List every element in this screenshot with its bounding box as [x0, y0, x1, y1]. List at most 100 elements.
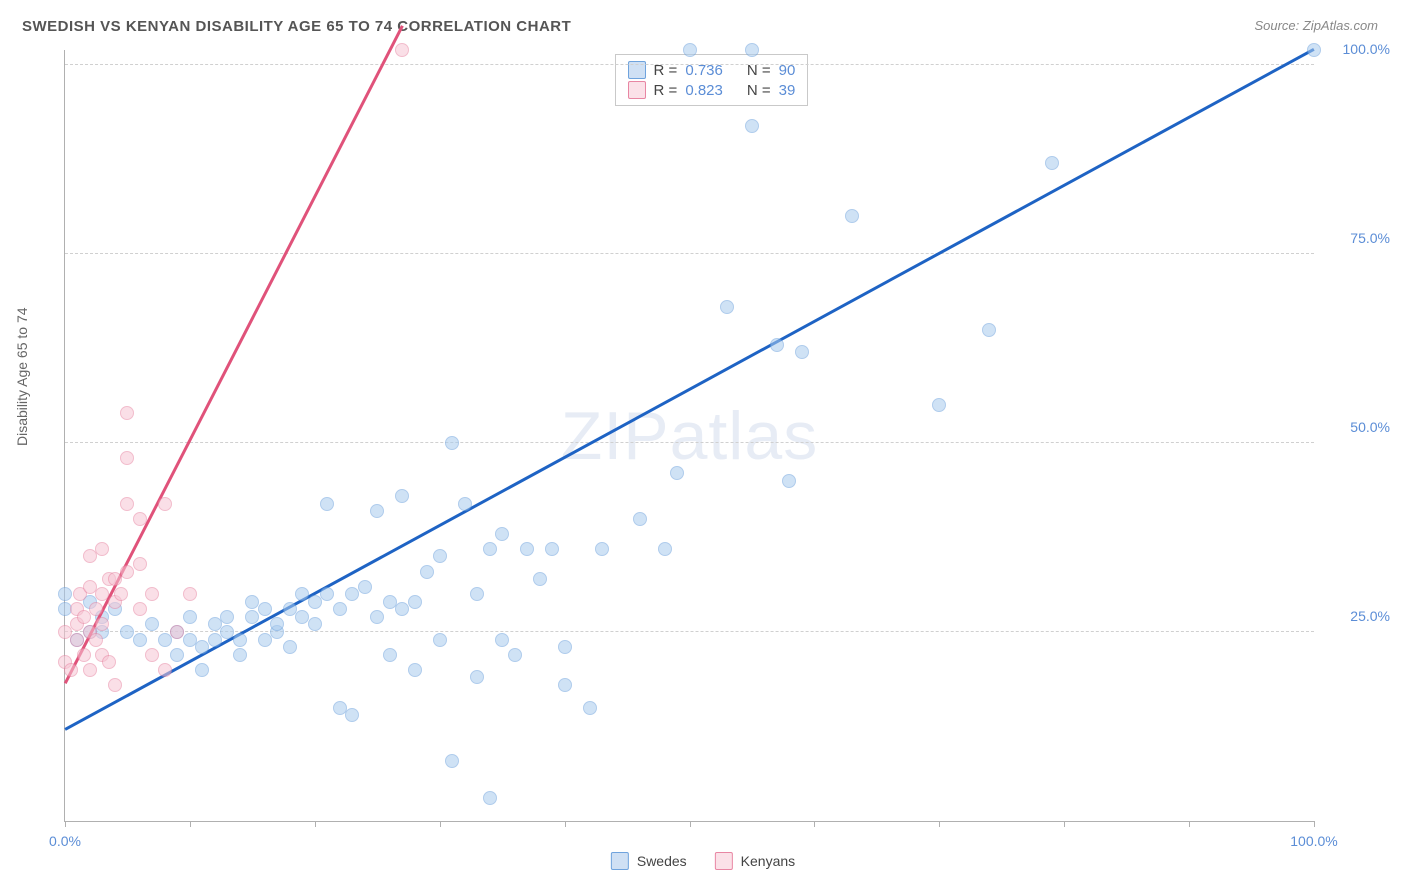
data-point — [845, 209, 859, 223]
x-tick — [814, 821, 815, 827]
data-point — [495, 527, 509, 541]
data-point — [1307, 43, 1321, 57]
data-point — [64, 663, 78, 677]
x-tick — [1314, 821, 1315, 827]
stat-n-value: 39 — [779, 82, 796, 99]
data-point — [108, 572, 122, 586]
data-point — [120, 451, 134, 465]
data-point — [183, 610, 197, 624]
data-point — [120, 406, 134, 420]
y-tick-label: 100.0% — [1326, 41, 1390, 57]
data-point — [495, 633, 509, 647]
legend-stats-box: R = 0.736N = 90R = 0.823N = 39 — [615, 54, 809, 106]
legend-swatch — [628, 81, 646, 99]
stat-r-label: R = — [654, 82, 678, 99]
data-point — [233, 648, 247, 662]
x-tick — [1189, 821, 1190, 827]
data-point — [745, 43, 759, 57]
data-point — [458, 497, 472, 511]
plot-area: ZIPatlas R = 0.736N = 90R = 0.823N = 39 … — [64, 50, 1314, 822]
data-point — [145, 587, 159, 601]
data-point — [195, 663, 209, 677]
data-point — [383, 648, 397, 662]
data-point — [370, 504, 384, 518]
legend-stat-row: R = 0.823N = 39 — [628, 81, 796, 99]
data-point — [270, 617, 284, 631]
gridline — [65, 442, 1314, 443]
data-point — [770, 338, 784, 352]
gridline — [65, 631, 1314, 632]
x-tick — [65, 821, 66, 827]
data-point — [83, 663, 97, 677]
data-point — [1045, 156, 1059, 170]
data-point — [470, 670, 484, 684]
legend-swatch — [611, 852, 629, 870]
legend-swatch — [715, 852, 733, 870]
data-point — [133, 557, 147, 571]
data-point — [533, 572, 547, 586]
data-point — [133, 602, 147, 616]
data-point — [558, 640, 572, 654]
data-point — [308, 617, 322, 631]
data-point — [95, 542, 109, 556]
data-point — [89, 602, 103, 616]
x-tick — [440, 821, 441, 827]
data-point — [408, 595, 422, 609]
data-point — [370, 610, 384, 624]
data-point — [782, 474, 796, 488]
data-point — [183, 587, 197, 601]
data-point — [170, 625, 184, 639]
y-tick-label: 50.0% — [1326, 419, 1390, 435]
data-point — [583, 701, 597, 715]
data-point — [470, 587, 484, 601]
data-point — [83, 549, 97, 563]
data-point — [670, 466, 684, 480]
data-point — [433, 549, 447, 563]
data-point — [483, 542, 497, 556]
data-point — [558, 678, 572, 692]
legend-label: Swedes — [637, 853, 687, 869]
data-point — [520, 542, 534, 556]
data-point — [633, 512, 647, 526]
trend-line — [64, 48, 1314, 730]
data-point — [345, 587, 359, 601]
data-point — [283, 640, 297, 654]
legend-bottom: Swedes Kenyans — [611, 852, 795, 870]
data-point — [745, 119, 759, 133]
data-point — [220, 610, 234, 624]
data-point — [95, 617, 109, 631]
data-point — [70, 633, 84, 647]
data-point — [333, 602, 347, 616]
data-point — [658, 542, 672, 556]
y-tick-label: 25.0% — [1326, 608, 1390, 624]
data-point — [208, 633, 222, 647]
x-tick — [190, 821, 191, 827]
data-point — [358, 580, 372, 594]
data-point — [982, 323, 996, 337]
data-point — [795, 345, 809, 359]
data-point — [245, 610, 259, 624]
data-point — [445, 436, 459, 450]
x-tick — [1064, 821, 1065, 827]
data-point — [158, 497, 172, 511]
data-point — [145, 648, 159, 662]
y-tick-label: 75.0% — [1326, 230, 1390, 246]
legend-label: Kenyans — [741, 853, 795, 869]
data-point — [108, 678, 122, 692]
data-point — [545, 542, 559, 556]
data-point — [89, 633, 103, 647]
data-point — [158, 633, 172, 647]
data-point — [483, 791, 497, 805]
gridline — [65, 64, 1314, 65]
data-point — [395, 602, 409, 616]
data-point — [445, 754, 459, 768]
data-point — [195, 640, 209, 654]
data-point — [320, 497, 334, 511]
data-point — [58, 587, 72, 601]
data-point — [345, 708, 359, 722]
source-label: Source: ZipAtlas.com — [1254, 18, 1378, 33]
y-axis-label: Disability Age 65 to 74 — [14, 307, 30, 446]
data-point — [233, 633, 247, 647]
chart-title: SWEDISH VS KENYAN DISABILITY AGE 65 TO 7… — [22, 18, 571, 35]
data-point — [120, 497, 134, 511]
